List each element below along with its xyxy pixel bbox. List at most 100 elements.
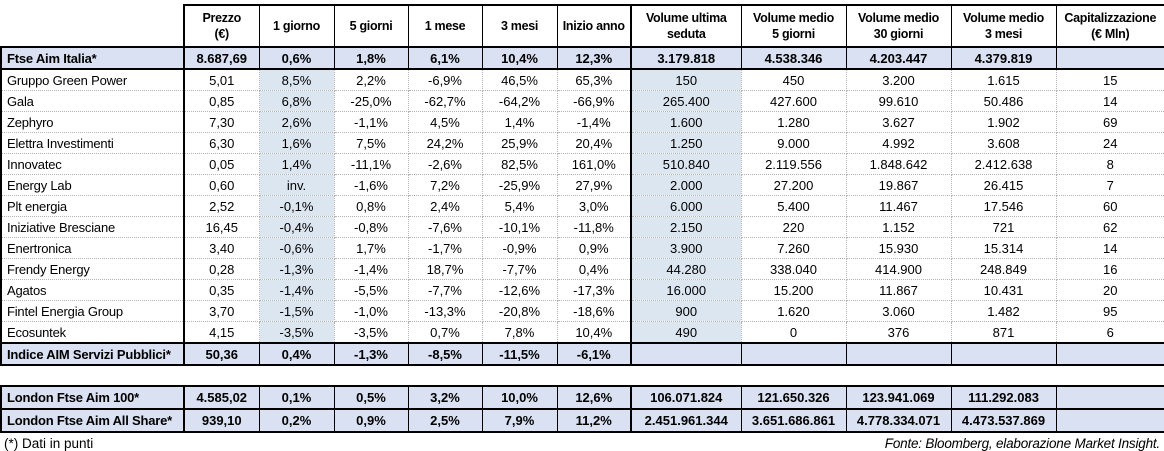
cell-capitalizzazione (1055, 408, 1164, 433)
source-note: Fonte: Bloomberg, elaborazione Market In… (884, 436, 1160, 451)
column-header-5-giorni: 5 giorni (333, 4, 409, 48)
cell-1-giorno: 0,4% (258, 342, 335, 366)
cell-prezzo: 50,36 (183, 342, 260, 366)
cell-1-mese: -62,7% (407, 90, 483, 112)
cell-1-mese: -6,9% (407, 68, 483, 91)
cell-volume-medio-30-giorni: 4.203.447 (845, 46, 952, 70)
cell-1-mese: -7,6% (407, 216, 483, 238)
cell-inizio-anno: 10,4% (556, 321, 632, 344)
cell-5-giorni: -1,4% (333, 258, 409, 280)
cell-3-mesi: -64,2% (481, 90, 558, 112)
cell-5-giorni: -3,5% (333, 321, 409, 344)
cell-volume-ultima-seduta: 2.000 (630, 174, 742, 196)
cell-volume-ultima-seduta: 900 (630, 300, 742, 322)
cell-3-mesi: 46,5% (481, 68, 558, 91)
column-header-volume-ultima-seduta: Volume ultima seduta (630, 4, 742, 48)
cell-volume-medio-3-mesi: 1.902 (950, 111, 1057, 133)
row-label: Zephyro (0, 111, 185, 133)
cell-inizio-anno: 161,0% (556, 153, 632, 175)
cell-prezzo: 0,05 (183, 153, 260, 175)
row-label: Energy Lab (0, 174, 185, 196)
cell-5-giorni: -11,1% (333, 153, 409, 175)
cell-volume-medio-3-mesi: 1.615 (950, 68, 1057, 91)
row-label: London Ftse Aim 100* (0, 385, 185, 410)
cell-prezzo: 6,30 (183, 132, 260, 154)
cell-5-giorni: 1,8% (333, 46, 409, 70)
cell-5-giorni: 7,5% (333, 132, 409, 154)
cell-volume-medio-5-giorni: 450 (740, 68, 847, 91)
column-header-3-mesi: 3 mesi (481, 4, 558, 48)
column-header-prezzo: Prezzo (€) (183, 4, 260, 48)
cell-capitalizzazione: 7 (1055, 174, 1164, 196)
london-table-body: London Ftse Aim 100* 4.585,02 0,1% 0,5% 3,2… (0, 385, 1164, 433)
cell-1-giorno: 1,6% (258, 132, 335, 154)
cell-3-mesi: -10,1% (481, 216, 558, 238)
cell-volume-medio-30-giorni: 3.627 (845, 111, 952, 133)
cell-volume-medio-3-mesi: 248.849 (950, 258, 1057, 280)
cell-inizio-anno: 11,2% (556, 408, 632, 433)
row-label: Agatos (0, 279, 185, 301)
cell-1-mese: -2,6% (407, 153, 483, 175)
cell-volume-medio-5-giorni: 5.400 (740, 195, 847, 217)
cell-volume-ultima-seduta: 6.000 (630, 195, 742, 217)
cell-1-giorno: 0,6% (258, 46, 335, 70)
row-label: Frendy Energy (0, 258, 185, 280)
table-header: Prezzo (€) 1 giorno 5 giorni 1 mese 3 me… (1, 4, 1164, 48)
cell-inizio-anno: -6,1% (556, 342, 632, 366)
cell-3-mesi: -20,8% (481, 300, 558, 322)
cell-volume-medio-3-mesi: 50.486 (950, 90, 1057, 112)
cell-volume-medio-5-giorni: 7.260 (740, 237, 847, 259)
table-row: Elettra Investimenti 6,30 1,6% 7,5% 24,2% 25… (0, 132, 1164, 154)
cell-volume-medio-5-giorni: 3.651.686.861 (740, 408, 847, 433)
cell-volume-medio-5-giorni: 121.650.326 (740, 385, 847, 410)
cell-inizio-anno: 12,3% (556, 46, 632, 70)
cell-prezzo: 0,28 (183, 258, 260, 280)
cell-3-mesi: 5,4% (481, 195, 558, 217)
cell-1-giorno: 1,4% (258, 153, 335, 175)
cell-capitalizzazione: 8 (1055, 153, 1164, 175)
cell-volume-medio-30-giorni: 4.778.334.071 (845, 408, 952, 433)
cell-prezzo: 3,40 (183, 237, 260, 259)
cell-volume-medio-5-giorni: 27.200 (740, 174, 847, 196)
cell-prezzo: 4,15 (183, 321, 260, 344)
row-label: Plt energia (0, 195, 185, 217)
cell-inizio-anno: -17,3% (556, 279, 632, 301)
cell-capitalizzazione (1055, 46, 1164, 70)
cell-volume-ultima-seduta: 106.071.824 (630, 385, 742, 410)
cell-3-mesi: 1,4% (481, 111, 558, 133)
cell-volume-medio-5-giorni: 1.620 (740, 300, 847, 322)
cell-5-giorni: -1,6% (333, 174, 409, 196)
cell-volume-ultima-seduta: 16.000 (630, 279, 742, 301)
cell-1-giorno: -3,5% (258, 321, 335, 344)
cell-volume-medio-5-giorni: 2.119.556 (740, 153, 847, 175)
cell-1-giorno: 6,8% (258, 90, 335, 112)
cell-1-giorno: -1,4% (258, 279, 335, 301)
cell-capitalizzazione: 6 (1055, 321, 1164, 344)
cell-volume-medio-3-mesi: 111.292.083 (950, 385, 1057, 410)
table-row: Enertronica 3,40 -0,6% 1,7% -1,7% -0,9% 0,9% 3… (0, 237, 1164, 259)
row-label: London Ftse Aim All Share* (0, 408, 185, 433)
cell-3-mesi: -7,7% (481, 258, 558, 280)
row-label: Gala (0, 90, 185, 112)
cell-volume-medio-5-giorni: 1.280 (740, 111, 847, 133)
cell-3-mesi: 7,8% (481, 321, 558, 344)
cell-volume-medio-5-giorni: 4.538.346 (740, 46, 847, 70)
row-label: Ecosuntek (0, 321, 185, 344)
cell-capitalizzazione: 20 (1055, 279, 1164, 301)
cell-volume-medio-3-mesi: 4.473.537.869 (950, 408, 1057, 433)
cell-3-mesi: 10,0% (481, 385, 558, 410)
row-label: Indice AIM Servizi Pubblici* (0, 342, 185, 366)
cell-inizio-anno: 0,4% (556, 258, 632, 280)
table-row: Plt energia 2,52 -0,1% 0,8% 2,4% 5,4% 3,0% 6.0… (0, 195, 1164, 217)
cell-1-giorno: -1,5% (258, 300, 335, 322)
cell-5-giorni: 0,5% (333, 385, 409, 410)
cell-volume-medio-3-mesi: 2.412.638 (950, 153, 1057, 175)
aim-italia-table: Prezzo (€) 1 giorno 5 giorni 1 mese 3 me… (0, 4, 1164, 366)
cell-volume-ultima-seduta: 2.451.961.344 (630, 408, 742, 433)
cell-5-giorni: -1,0% (333, 300, 409, 322)
row-label: Gruppo Green Power (0, 68, 185, 91)
cell-1-giorno: -0,6% (258, 237, 335, 259)
cell-volume-ultima-seduta: 1.600 (630, 111, 742, 133)
column-header-volume-medio-5-giorni: Volume medio 5 giorni (740, 4, 847, 48)
